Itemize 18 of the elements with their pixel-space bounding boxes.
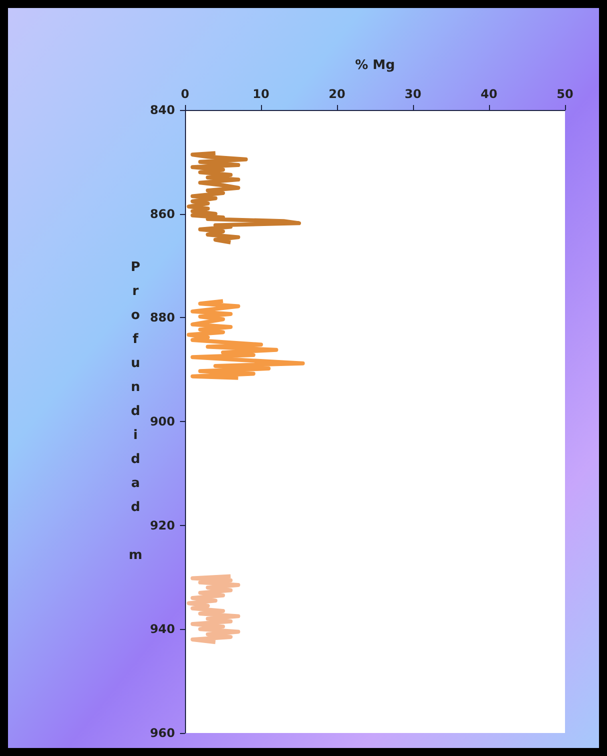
y-tick-label: 840 <box>150 103 175 117</box>
x-tick-label: 20 <box>328 87 346 101</box>
x-tick-label: 10 <box>252 87 270 101</box>
line-series <box>186 574 240 644</box>
y-axis-title: Profundidad m <box>128 260 144 572</box>
x-axis-title: % Mg <box>355 58 395 73</box>
x-tick-label: 40 <box>480 87 498 101</box>
y-tick-label: 880 <box>150 310 175 325</box>
y-tick-label: 940 <box>150 622 175 636</box>
line-series <box>186 299 305 380</box>
y-tick-label: 920 <box>150 518 175 532</box>
y-tick-label: 900 <box>150 414 175 428</box>
x-tick-label: 50 <box>556 87 574 101</box>
y-tick-label: 960 <box>150 726 175 740</box>
y-tick-label: 860 <box>150 206 175 221</box>
x-tick-label: 0 <box>180 87 190 101</box>
line-series <box>186 151 301 244</box>
x-tick-label: 30 <box>404 87 422 101</box>
